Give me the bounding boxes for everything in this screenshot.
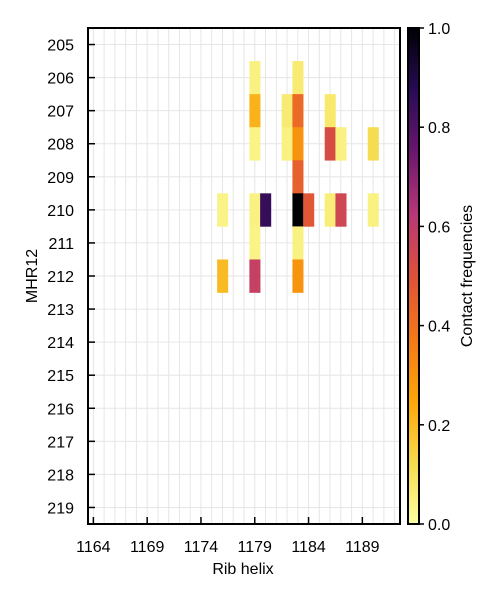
heatmap-cell (281, 127, 293, 161)
colorbar-tick-label: 1.0 (428, 21, 450, 38)
y-tick-label: 211 (48, 236, 74, 253)
x-tick-label: 1169 (130, 539, 165, 556)
heatmap-cell (367, 193, 379, 227)
heatmap-cell (249, 259, 261, 293)
plot-frame (87, 27, 401, 525)
heatmap-cell (249, 127, 261, 161)
colorbar-ticks: 0.0 0.2 0.4 0.6 0.8 1.0 (419, 21, 450, 534)
x-tick-label: 1189 (345, 539, 380, 556)
y-tick-label: 219 (47, 500, 74, 517)
heatmap-cell (292, 61, 304, 95)
heatmap-cell (249, 226, 261, 260)
heatmap-cell (324, 193, 336, 227)
heatmap-cell (292, 94, 304, 128)
heatmap-cell (335, 127, 347, 161)
colorbar-tick-label: 0.6 (428, 219, 450, 236)
grid-lines (88, 28, 400, 524)
heatmap-cell (292, 259, 304, 293)
y-tick-label: 218 (47, 467, 74, 484)
y-tick-label: 207 (47, 104, 74, 121)
y-tick-label: 212 (47, 269, 74, 286)
colorbar-tick-label: 0.4 (428, 319, 450, 336)
heatmap-cell (217, 193, 229, 227)
heatmap-cell (249, 193, 261, 227)
colorbar (408, 28, 419, 524)
heatmap-cell (281, 94, 293, 128)
x-tick-label: 1179 (238, 539, 273, 556)
y-axis-label: MHR12 (24, 249, 41, 303)
y-tick-label: 206 (47, 71, 74, 88)
heatmap-cell (260, 193, 272, 227)
heatmap-cell (303, 193, 315, 227)
y-tick-label: 208 (47, 137, 74, 154)
x-tick-label: 1164 (76, 539, 111, 556)
colorbar-tick-label: 0.8 (428, 120, 450, 137)
y-tick-label: 213 (47, 302, 74, 319)
colorbar-tick-label: 0.0 (428, 517, 450, 534)
colorbar-tick-label: 0.2 (428, 418, 450, 435)
y-tick-label: 216 (47, 401, 74, 418)
colorbar-frame (407, 27, 420, 525)
y-tick-label: 209 (47, 170, 74, 187)
heatmap-cell (249, 61, 261, 95)
heatmap-cell (324, 127, 336, 161)
x-tick-label: 1174 (184, 539, 219, 556)
axis-ticks: 1164 1169 1174 1179 1184 1189 205 206 207 208 209 2… (47, 38, 379, 556)
heatmap-cell (292, 226, 304, 260)
y-tick-label: 214 (47, 335, 74, 352)
y-tick-label: 210 (47, 203, 74, 220)
heatmap-cell (292, 193, 304, 227)
heatmap-cell (335, 193, 347, 227)
colorbar-label: Contact frequencies (459, 205, 476, 347)
heatmap-cells (217, 61, 379, 293)
y-tick-label: 205 (47, 38, 74, 55)
heatmap-cell (249, 94, 261, 128)
heatmap-cell (292, 127, 304, 161)
heatmap-cell (367, 127, 379, 161)
x-axis-label: Rib helix (212, 561, 273, 578)
y-tick-label: 217 (47, 434, 74, 451)
x-tick-label: 1184 (291, 539, 326, 556)
heatmap-cell (217, 259, 229, 293)
y-tick-label: 215 (47, 368, 74, 385)
heatmap-cell (324, 94, 336, 128)
heatmap-cell (292, 160, 304, 194)
